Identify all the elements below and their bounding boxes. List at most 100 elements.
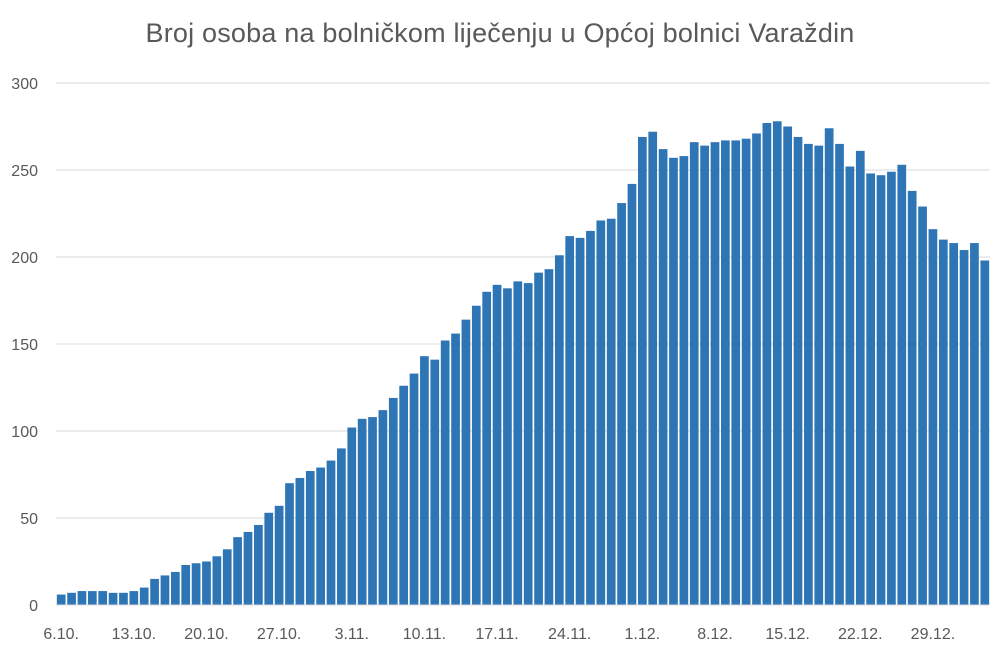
bar — [388, 397, 398, 605]
bar — [866, 173, 876, 606]
bar — [87, 591, 97, 605]
bar — [586, 230, 595, 605]
bar — [357, 418, 367, 605]
bar — [420, 356, 429, 605]
bar — [544, 269, 554, 605]
bar — [295, 477, 305, 605]
bar — [669, 157, 678, 605]
x-tick-label: 20.10. — [184, 626, 228, 643]
bar — [285, 483, 294, 605]
bar — [845, 166, 855, 605]
bar — [710, 142, 720, 605]
bar — [762, 123, 772, 606]
bar — [119, 592, 128, 605]
bar — [887, 171, 896, 606]
bar — [980, 260, 990, 605]
x-tick-label: 15.12. — [765, 626, 809, 643]
bar — [554, 255, 564, 605]
x-tick-label: 10.11. — [403, 626, 446, 643]
bar — [970, 243, 979, 605]
bar — [679, 156, 689, 605]
bar — [129, 591, 139, 605]
bar — [98, 591, 108, 605]
y-tick-label: 200 — [11, 250, 38, 267]
y-tick-label: 100 — [11, 424, 38, 441]
bar — [523, 283, 533, 605]
bar — [337, 448, 346, 605]
x-tick-label: 3.11. — [335, 626, 369, 643]
bar — [534, 272, 543, 605]
x-tick-label: 8.12. — [697, 626, 733, 643]
bar — [565, 236, 575, 605]
bar — [648, 131, 658, 605]
x-tick-label: 6.10. — [43, 626, 79, 643]
bar — [316, 467, 325, 605]
bar — [814, 145, 824, 605]
bar — [409, 373, 419, 605]
x-tick-label: 13.10. — [112, 626, 156, 643]
bar — [772, 121, 782, 605]
bar — [212, 556, 222, 605]
bar — [783, 126, 792, 605]
bar — [191, 563, 201, 605]
y-tick-label: 0 — [29, 598, 38, 615]
bar — [233, 537, 242, 605]
bar — [824, 128, 834, 606]
gridlines — [56, 82, 990, 519]
bar — [347, 427, 357, 605]
bar — [181, 564, 191, 605]
bar — [503, 288, 512, 605]
bar — [918, 206, 927, 606]
bar — [264, 512, 274, 605]
bar — [731, 140, 741, 606]
y-tick-label: 250 — [11, 163, 38, 180]
bar — [440, 340, 450, 605]
bar — [139, 587, 149, 605]
bar — [928, 229, 938, 605]
bar — [617, 203, 626, 605]
bars — [56, 121, 990, 606]
bar — [150, 578, 159, 605]
x-tick-label: 22.12. — [838, 626, 882, 643]
bar — [897, 164, 907, 605]
bar — [222, 549, 232, 605]
bar — [170, 571, 180, 605]
bar — [606, 218, 616, 605]
bar — [77, 591, 87, 605]
y-axis-ticks: 0 50 100 150 200 250 300 — [11, 76, 38, 615]
y-tick-label: 50 — [20, 511, 38, 528]
x-tick-label: 1.12. — [625, 626, 661, 643]
bar — [741, 138, 751, 605]
bar — [274, 505, 284, 605]
bar — [305, 471, 315, 605]
bar — [938, 239, 948, 605]
x-axis-ticks: 6.10. 13.10. 20.10. 27.10. 3.11. 10.11. 17.11.… — [43, 626, 955, 643]
bar — [752, 133, 761, 605]
bar — [876, 175, 886, 605]
bar — [378, 410, 388, 605]
chart-title: Broj osoba na bolničkom liječenju u Općo… — [145, 18, 855, 48]
bar — [907, 190, 917, 605]
bar — [637, 136, 647, 605]
bar — [451, 333, 460, 605]
x-tick-label: 27.10. — [257, 626, 301, 643]
bar — [399, 385, 409, 605]
x-tick-label: 17.11. — [475, 626, 518, 643]
bar — [627, 183, 637, 606]
bar — [513, 281, 523, 605]
bar — [700, 145, 709, 605]
bar — [949, 243, 959, 605]
bar — [461, 319, 471, 605]
bar — [482, 291, 492, 605]
bar — [596, 220, 606, 605]
bar — [689, 142, 699, 605]
bar — [56, 594, 66, 605]
bar — [959, 250, 969, 606]
bar — [492, 284, 502, 605]
bar — [67, 592, 76, 605]
bar — [368, 417, 377, 605]
bar — [254, 524, 263, 605]
bar — [835, 143, 844, 605]
bar — [855, 150, 865, 606]
bar — [804, 143, 813, 605]
